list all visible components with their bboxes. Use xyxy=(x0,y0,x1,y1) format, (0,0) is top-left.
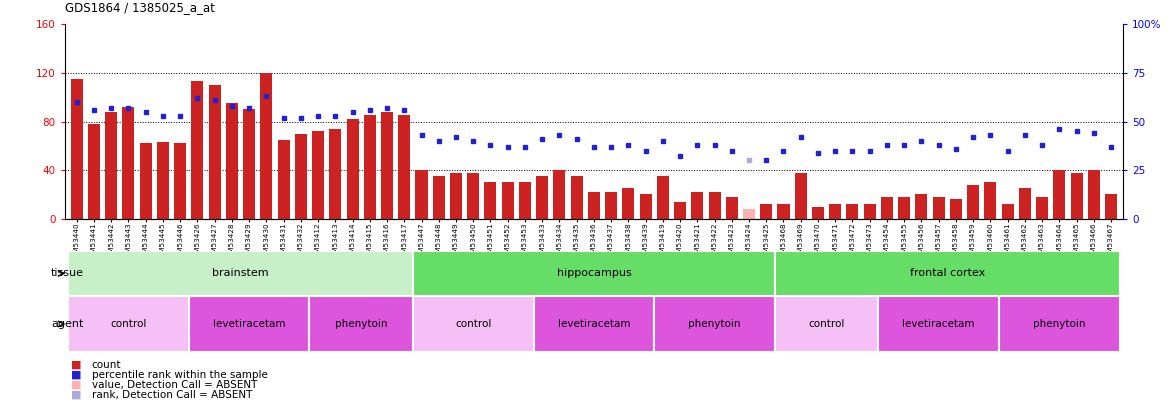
Bar xyxy=(606,192,617,219)
Text: percentile rank within the sample: percentile rank within the sample xyxy=(92,370,268,379)
Text: control: control xyxy=(111,319,147,329)
Bar xyxy=(1105,194,1117,219)
Bar xyxy=(536,176,548,219)
Text: rank, Detection Call = ABSENT: rank, Detection Call = ABSENT xyxy=(92,390,252,400)
Bar xyxy=(399,115,410,219)
Bar xyxy=(381,112,393,219)
Text: phenytoin: phenytoin xyxy=(1033,319,1085,329)
Bar xyxy=(554,170,566,219)
Bar xyxy=(68,251,413,296)
Text: control: control xyxy=(808,319,844,329)
Bar xyxy=(485,182,496,219)
Bar xyxy=(71,79,82,219)
Bar xyxy=(467,173,480,219)
Text: phenytoin: phenytoin xyxy=(688,319,741,329)
Bar xyxy=(1088,170,1100,219)
Bar xyxy=(863,204,876,219)
Bar xyxy=(260,73,273,219)
Text: ■: ■ xyxy=(71,390,81,400)
Bar xyxy=(519,182,530,219)
Text: ■: ■ xyxy=(71,380,81,390)
Bar xyxy=(570,176,582,219)
Bar xyxy=(878,296,998,352)
Bar xyxy=(105,112,118,219)
Bar xyxy=(847,204,858,219)
Bar xyxy=(189,296,309,352)
Bar xyxy=(640,194,652,219)
Text: hippocampus: hippocampus xyxy=(556,269,632,278)
Text: GDS1864 / 1385025_a_at: GDS1864 / 1385025_a_at xyxy=(65,1,214,14)
Text: ■: ■ xyxy=(71,370,81,379)
Bar xyxy=(415,170,428,219)
Bar xyxy=(775,251,1120,296)
Bar xyxy=(829,204,841,219)
Text: agent: agent xyxy=(51,319,83,329)
Bar xyxy=(278,140,289,219)
Bar xyxy=(68,296,189,352)
Bar xyxy=(654,296,775,352)
Text: tissue: tissue xyxy=(51,269,83,278)
Bar xyxy=(1002,204,1014,219)
Bar xyxy=(243,109,255,219)
Bar xyxy=(674,202,686,219)
Bar xyxy=(140,143,152,219)
Bar xyxy=(691,192,703,219)
Bar xyxy=(950,199,962,219)
Bar xyxy=(1070,173,1083,219)
Bar xyxy=(795,173,807,219)
Bar xyxy=(1018,188,1031,219)
Bar xyxy=(1036,197,1048,219)
Bar xyxy=(174,143,186,219)
Text: levetiracetam: levetiracetam xyxy=(557,319,630,329)
Bar xyxy=(777,204,789,219)
Bar xyxy=(192,81,203,219)
Text: frontal cortex: frontal cortex xyxy=(909,269,984,278)
Bar xyxy=(363,115,376,219)
Bar xyxy=(502,182,514,219)
Bar xyxy=(413,296,534,352)
Bar xyxy=(534,296,654,352)
Bar xyxy=(208,85,221,219)
Text: count: count xyxy=(92,360,121,369)
Text: value, Detection Call = ABSENT: value, Detection Call = ABSENT xyxy=(92,380,258,390)
Text: levetiracetam: levetiracetam xyxy=(902,319,975,329)
Bar xyxy=(898,197,910,219)
Bar xyxy=(726,197,737,219)
Bar xyxy=(1054,170,1065,219)
Bar xyxy=(881,197,893,219)
Text: phenytoin: phenytoin xyxy=(335,319,387,329)
Bar xyxy=(915,194,928,219)
Bar xyxy=(708,192,721,219)
Bar xyxy=(588,192,600,219)
Bar xyxy=(933,197,944,219)
Bar xyxy=(811,207,824,219)
Bar xyxy=(329,129,341,219)
Bar xyxy=(998,296,1120,352)
Text: control: control xyxy=(455,319,492,329)
Bar xyxy=(312,131,325,219)
Text: levetiracetam: levetiracetam xyxy=(213,319,286,329)
Bar xyxy=(775,296,878,352)
Bar xyxy=(88,124,100,219)
Bar xyxy=(433,176,445,219)
Bar xyxy=(760,204,773,219)
Bar xyxy=(226,103,238,219)
Bar xyxy=(295,134,307,219)
Bar xyxy=(122,107,134,219)
Bar xyxy=(450,173,462,219)
Bar xyxy=(309,296,413,352)
Bar xyxy=(967,185,980,219)
Bar xyxy=(657,176,669,219)
Bar xyxy=(743,209,755,219)
Bar xyxy=(347,119,359,219)
Text: ■: ■ xyxy=(71,360,81,369)
Bar xyxy=(622,188,634,219)
Bar xyxy=(984,182,996,219)
Bar xyxy=(156,142,169,219)
Text: brainstem: brainstem xyxy=(212,269,269,278)
Bar xyxy=(413,251,775,296)
